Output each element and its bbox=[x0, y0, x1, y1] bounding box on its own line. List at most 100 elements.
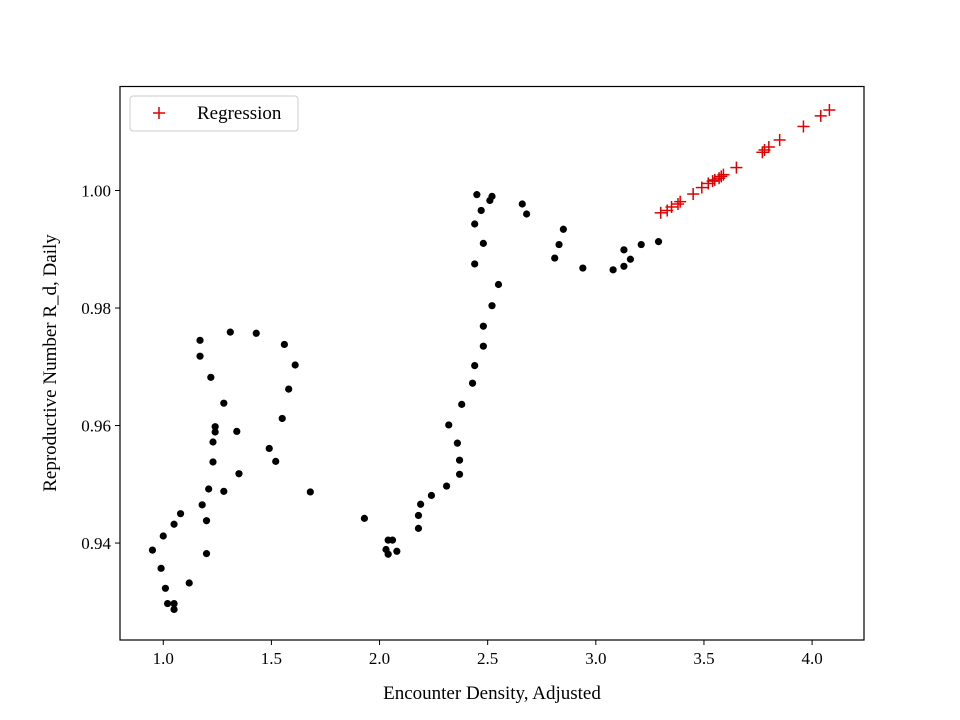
data-point bbox=[479, 322, 487, 330]
data-point bbox=[414, 524, 423, 532]
data-point bbox=[252, 329, 260, 337]
data-point bbox=[471, 260, 479, 268]
data-point bbox=[196, 352, 204, 360]
data-point bbox=[211, 428, 219, 436]
legend: Regression bbox=[129, 95, 299, 132]
y-tick-label: 0.94 bbox=[81, 534, 111, 553]
legend-marker-regression bbox=[153, 107, 165, 119]
regression-point bbox=[687, 188, 700, 201]
plot-frame bbox=[119, 85, 865, 641]
regression-point bbox=[695, 181, 708, 194]
data-point bbox=[393, 547, 401, 555]
y-tick-label: 0.98 bbox=[81, 299, 111, 318]
data-point bbox=[471, 220, 479, 228]
data-point bbox=[455, 470, 464, 478]
x-axis-ticks: 1.0 1.5 2.0 2.5 3.0 3.5 4.0 bbox=[153, 640, 823, 668]
data-point bbox=[280, 340, 288, 349]
y-tick-label: 1.00 bbox=[81, 182, 111, 201]
regression-point bbox=[654, 206, 667, 219]
data-point bbox=[479, 342, 487, 350]
x-axis-label: Encounter Density, Adjusted bbox=[383, 683, 601, 704]
data-point bbox=[477, 206, 485, 215]
data-point bbox=[494, 280, 503, 289]
data-point bbox=[417, 500, 425, 508]
regression-point bbox=[674, 195, 687, 208]
data-point bbox=[265, 444, 273, 453]
data-point bbox=[170, 520, 178, 528]
regression-point bbox=[672, 198, 684, 211]
data-point bbox=[211, 423, 219, 431]
regression-point bbox=[814, 109, 827, 122]
data-point bbox=[291, 361, 299, 369]
data-point bbox=[559, 225, 567, 233]
data-point bbox=[209, 438, 217, 446]
data-point bbox=[185, 579, 193, 587]
data-point bbox=[427, 491, 436, 500]
data-point bbox=[620, 246, 628, 254]
data-point bbox=[388, 536, 397, 544]
y-tick-label: 0.96 bbox=[81, 417, 111, 436]
x-tick-label: 1.5 bbox=[261, 649, 282, 668]
data-point bbox=[479, 239, 487, 247]
data-point bbox=[198, 501, 206, 509]
data-point bbox=[555, 240, 563, 249]
data-point bbox=[196, 336, 204, 344]
regression-point bbox=[717, 168, 730, 181]
data-point bbox=[202, 517, 211, 525]
y-axis-label: Reproductive Number R_d, Daily bbox=[40, 234, 61, 492]
data-point bbox=[609, 266, 617, 274]
legend-box bbox=[129, 95, 299, 132]
data-point bbox=[455, 456, 464, 464]
data-point bbox=[226, 328, 234, 336]
data-point bbox=[285, 385, 293, 393]
data-points bbox=[148, 104, 836, 614]
regression-point bbox=[762, 141, 775, 154]
y-axis-ticks: 0.94 0.96 0.98 1.00 bbox=[81, 182, 120, 553]
data-point bbox=[458, 400, 466, 408]
data-point bbox=[442, 482, 451, 490]
data-point bbox=[488, 192, 496, 200]
data-point bbox=[384, 550, 392, 558]
data-point bbox=[176, 510, 185, 518]
data-point bbox=[468, 379, 477, 387]
regression-point bbox=[773, 133, 786, 146]
regression-point bbox=[797, 120, 810, 133]
x-tick-label: 3.0 bbox=[585, 649, 606, 668]
data-point bbox=[471, 362, 479, 370]
data-point bbox=[551, 254, 559, 262]
x-tick-label: 2.5 bbox=[477, 649, 498, 668]
data-point bbox=[445, 421, 453, 429]
data-point bbox=[518, 200, 526, 208]
legend-label-regression: Regression bbox=[197, 103, 282, 124]
data-point bbox=[620, 262, 628, 270]
data-point bbox=[473, 191, 481, 199]
data-point bbox=[278, 414, 286, 423]
data-point bbox=[209, 458, 217, 466]
x-tick-label: 4.0 bbox=[801, 649, 822, 668]
data-point bbox=[170, 599, 178, 608]
data-point bbox=[233, 427, 241, 436]
data-point bbox=[157, 564, 165, 572]
data-point bbox=[272, 457, 280, 465]
data-point bbox=[220, 399, 228, 407]
regression-point bbox=[756, 146, 769, 159]
data-point bbox=[453, 439, 461, 447]
data-point bbox=[523, 210, 531, 218]
data-point bbox=[205, 485, 213, 493]
data-point bbox=[637, 240, 645, 249]
data-point bbox=[159, 532, 167, 540]
data-point bbox=[488, 302, 496, 310]
regression-point bbox=[715, 170, 728, 183]
regression-point bbox=[730, 161, 743, 174]
x-tick-label: 2.0 bbox=[369, 649, 390, 668]
data-point bbox=[579, 264, 587, 272]
data-point bbox=[207, 373, 215, 381]
data-point bbox=[220, 487, 228, 495]
x-tick-label: 1.0 bbox=[153, 649, 174, 668]
regression-point bbox=[706, 175, 719, 188]
data-point bbox=[654, 238, 663, 246]
data-point bbox=[202, 550, 211, 558]
x-tick-label: 3.5 bbox=[693, 649, 714, 668]
data-point bbox=[626, 255, 635, 263]
